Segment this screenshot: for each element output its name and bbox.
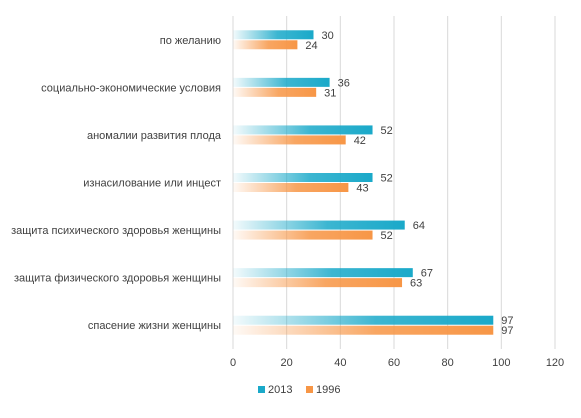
category-label: защита психического здоровья женщины [11, 225, 221, 237]
bar-1996 [233, 135, 346, 145]
bar-2013 [233, 220, 405, 230]
data-label: 67 [421, 268, 433, 280]
bar-1996 [233, 183, 349, 192]
x-tick-label: 60 [388, 357, 400, 369]
category-label: аномалии развития плода [87, 130, 222, 142]
data-label: 63 [410, 278, 422, 290]
data-label: 97 [501, 315, 513, 327]
x-tick-label: 80 [442, 357, 454, 369]
data-label: 30 [322, 30, 334, 42]
legend-label-1996: 1996 [316, 384, 340, 396]
x-tick-label: 100 [492, 357, 510, 369]
legend-swatch-2013 [258, 386, 265, 393]
bar-2013 [233, 268, 413, 278]
gridlines [232, 16, 556, 349]
bar-1996 [233, 278, 403, 288]
data-label: 64 [413, 220, 425, 232]
data-label: 24 [305, 40, 317, 52]
data-label: 52 [381, 173, 393, 185]
data-label: 97 [501, 325, 513, 337]
data-label: 43 [356, 183, 368, 195]
bar-2013 [233, 315, 494, 325]
bar-1996 [233, 87, 317, 97]
bar-2013 [233, 30, 314, 40]
category-label: защита физического здоровья женщины [14, 273, 221, 285]
data-label: 31 [324, 87, 336, 99]
category-label: спасение жизни женщины [88, 320, 221, 332]
category-label: изнасилование или инцест [83, 178, 221, 190]
data-label: 36 [338, 77, 350, 89]
bar-1996 [233, 40, 298, 50]
data-label: 52 [381, 230, 393, 242]
x-axis: 0 20 40 60 80 100 120 [230, 357, 564, 369]
category-label: по желанию [160, 35, 221, 47]
x-tick-label: 120 [546, 357, 564, 369]
bar-2013 [233, 125, 373, 135]
legend-swatch-1996 [306, 386, 313, 393]
bar-2013 [233, 173, 373, 182]
legend: 2013 1996 [258, 384, 340, 396]
bars [233, 30, 494, 335]
bar-1996 [233, 230, 373, 240]
legend-label-2013: 2013 [268, 384, 292, 396]
data-label: 52 [381, 125, 393, 137]
x-tick-label: 40 [334, 357, 346, 369]
x-tick-label: 0 [230, 357, 236, 369]
x-tick-label: 20 [281, 357, 293, 369]
data-label: 42 [354, 135, 366, 147]
category-label: социально-экономические условия [41, 82, 221, 94]
bar-1996 [233, 325, 494, 335]
bar-2013 [233, 77, 330, 87]
